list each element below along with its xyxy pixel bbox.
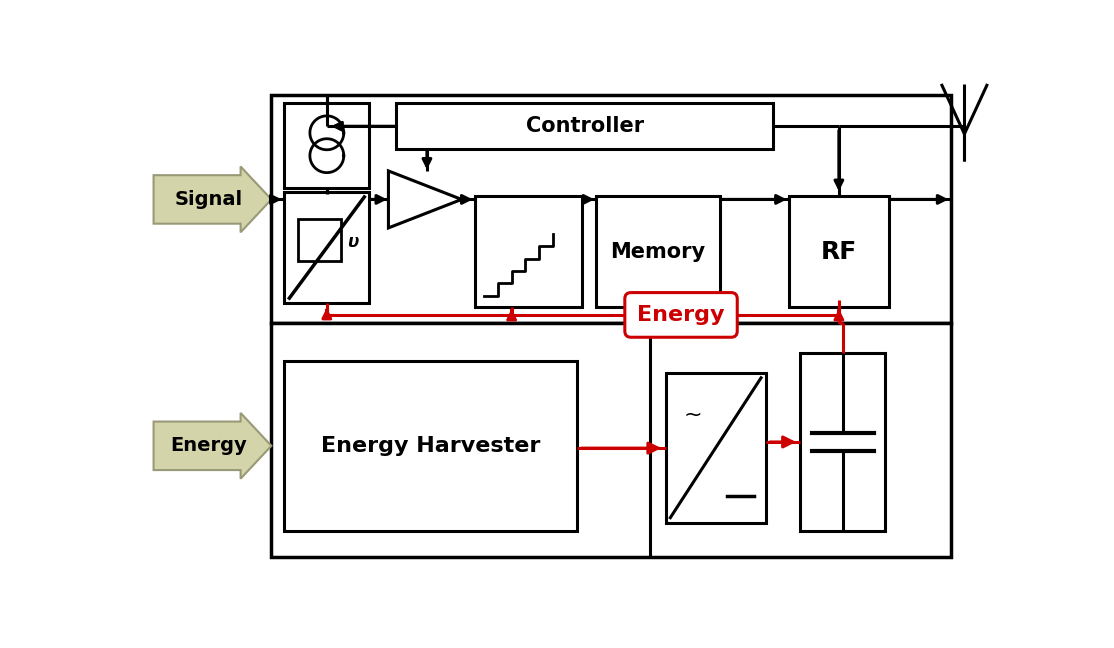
Bar [284, 192, 369, 303]
Bar [284, 361, 577, 531]
Text: RF: RF [821, 240, 857, 264]
FancyArrow shape [154, 167, 272, 233]
Text: Energy Harvester: Energy Harvester [321, 436, 540, 456]
Text: Energy: Energy [170, 436, 247, 456]
Text: Signal: Signal [175, 190, 243, 209]
Bar [284, 103, 369, 188]
Bar [789, 196, 889, 307]
Text: υ: υ [346, 233, 358, 251]
Text: ~: ~ [683, 405, 702, 425]
Bar [299, 218, 341, 261]
Bar [475, 196, 583, 307]
Bar [397, 103, 773, 150]
Text: Memory: Memory [610, 242, 705, 262]
FancyBboxPatch shape [625, 293, 737, 337]
Bar [272, 323, 950, 557]
Bar [596, 196, 720, 307]
Text: Energy: Energy [637, 305, 725, 325]
FancyArrow shape [154, 413, 272, 479]
Text: Controller: Controller [526, 116, 644, 136]
Bar [666, 373, 765, 523]
Bar [272, 95, 950, 323]
Bar [800, 353, 886, 531]
